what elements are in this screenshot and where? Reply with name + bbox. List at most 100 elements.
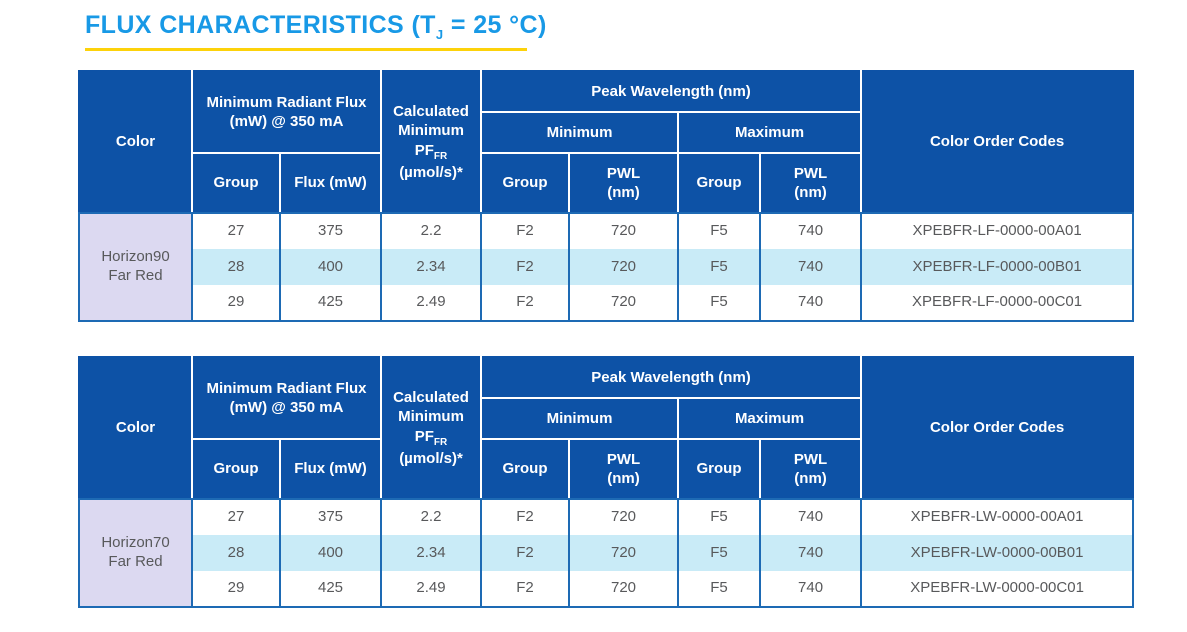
col-header-peak-wavelength: Peak Wavelength (nm) [480, 70, 863, 113]
col-header-max-pwl: PWL (nm) [759, 438, 863, 500]
pwl-label: PWL [793, 164, 828, 182]
page-title-suffix: = 25 °C) [443, 11, 547, 39]
cell-max-pwl: 740 [759, 535, 863, 571]
pwl-label: PWL [606, 450, 641, 468]
calc-line1: Calculated [393, 102, 469, 120]
pf-subscript: FR [433, 150, 448, 162]
title-underline [85, 47, 527, 51]
cell-min-group: F2 [480, 213, 571, 249]
cell-flux-mw: 375 [278, 499, 383, 535]
col-header-color-order-codes: Color Order Codes [860, 356, 1135, 500]
col-header-max-group: Group [677, 438, 762, 500]
cell-calc-pf: 2.49 [380, 571, 483, 608]
calc-units: (µmol/s)* [399, 449, 463, 467]
cell-min-group: F2 [480, 499, 571, 535]
col-header-calc-min-pf: Calculated Minimum PFFR (µmol/s)* [380, 356, 483, 500]
calc-line2: Minimum [398, 408, 464, 426]
col-header-flux-mw: Flux (mW) [278, 152, 383, 214]
page-title-block: FLUX CHARACTERISTICS (TJ = 25 °C) [85, 10, 547, 51]
col-header-flux-group: Group [191, 438, 281, 500]
col-header-flux-group: Group [191, 152, 281, 214]
cell-min-group: F2 [480, 535, 571, 571]
col-header-min-radiant-flux: Minimum Radiant Flux (mW) @ 350 mA [190, 356, 383, 440]
pwl-label: PWL [606, 164, 641, 182]
cell-flux-group: 27 [191, 499, 281, 535]
cell-calc-pf: 2.49 [380, 285, 483, 322]
table-row-highlighted: 28 400 2.34 F2 720 F5 740 XPEBFR-LW-0000… [79, 535, 1135, 571]
cell-max-group: F5 [677, 285, 762, 322]
pwl-unit-label: (nm) [794, 470, 827, 487]
cell-min-pwl: 720 [568, 499, 680, 535]
calc-pf-line: PFFR [386, 141, 476, 163]
cell-min-pwl: 720 [568, 285, 680, 322]
cell-min-group: F2 [480, 285, 571, 322]
cell-flux-mw: 400 [278, 249, 383, 285]
calc-pf-line: PFFR [386, 427, 476, 449]
cell-order-code: XPEBFR-LW-0000-00B01 [860, 535, 1135, 571]
cell-color-name: Horizon90 Far Red [78, 213, 193, 322]
pwl-label: PWL [793, 450, 828, 468]
col-header-peak-wavelength: Peak Wavelength (nm) [480, 356, 863, 399]
cell-flux-mw: 375 [278, 213, 383, 249]
col-header-pwl-minimum: Minimum [480, 397, 680, 440]
table-row: Horizon90 Far Red 27 375 2.2 F2 720 F5 74… [78, 213, 1135, 322]
cell-min-pwl: 720 [568, 571, 680, 608]
cell-max-pwl: 740 [759, 213, 863, 249]
cell-order-code: XPEBFR-LF-0000-00C01 [860, 285, 1135, 322]
cell-flux-mw: 425 [278, 285, 383, 322]
cell-flux-mw: 425 [278, 571, 383, 608]
col-header-color: Color [78, 70, 193, 214]
color-name-line2: Far Red [108, 267, 163, 284]
cell-order-code: XPEBFR-LW-0000-00A01 [860, 499, 1135, 535]
cell-max-group: F5 [677, 249, 762, 285]
col-header-max-pwl: PWL (nm) [759, 152, 863, 214]
cell-flux-group: 29 [191, 285, 281, 322]
table-row: 29 425 2.49 F2 720 F5 740 XPEBFR-LW-0000… [79, 571, 1135, 608]
table-row-highlighted: 28 400 2.34 F2 720 F5 740 XPEBFR-LF-0000… [79, 249, 1135, 285]
cell-max-pwl: 740 [759, 285, 863, 322]
pwl-unit-label: (nm) [607, 184, 640, 201]
cell-min-pwl: 720 [568, 535, 680, 571]
calc-line1: Calculated [393, 388, 469, 406]
pf-subscript: FR [433, 436, 448, 448]
flux-table-horizon70: Color Minimum Radiant Flux (mW) @ 350 mA… [78, 356, 1135, 608]
cell-calc-pf: 2.2 [380, 213, 483, 249]
table-row: Horizon70 Far Red 27 375 2.2 F2 720 F5 74… [78, 499, 1135, 608]
cell-calc-pf: 2.34 [380, 249, 483, 285]
col-header-min-radiant-flux: Minimum Radiant Flux (mW) @ 350 mA [190, 70, 383, 154]
col-header-color: Color [78, 356, 193, 500]
page-title: FLUX CHARACTERISTICS (TJ = 25 °C) [85, 10, 547, 43]
cell-min-pwl: 720 [568, 249, 680, 285]
cell-min-pwl: 720 [568, 213, 680, 249]
cell-order-code: XPEBFR-LF-0000-00A01 [860, 213, 1135, 249]
calc-line2: Minimum [398, 122, 464, 140]
table-row: 29 425 2.49 F2 720 F5 740 XPEBFR-LF-0000… [79, 285, 1135, 322]
page-title-text: FLUX CHARACTERISTICS (T [85, 11, 436, 39]
cell-min-group: F2 [480, 571, 571, 608]
col-header-calc-min-pf: Calculated Minimum PFFR (µmol/s)* [380, 70, 483, 214]
cell-max-group: F5 [677, 213, 762, 249]
color-name-line2: Far Red [108, 553, 163, 570]
cell-order-code: XPEBFR-LF-0000-00B01 [860, 249, 1135, 285]
col-header-color-order-codes: Color Order Codes [860, 70, 1135, 214]
flux-table-horizon90: Color Minimum Radiant Flux (mW) @ 350 mA… [78, 70, 1135, 322]
cell-color-name: Horizon70 Far Red [78, 499, 193, 608]
cell-flux-group: 28 [191, 535, 281, 571]
cell-max-group: F5 [677, 535, 762, 571]
pf-label: PF [414, 141, 434, 159]
cell-max-pwl: 740 [759, 499, 863, 535]
cell-order-code: XPEBFR-LW-0000-00C01 [860, 571, 1135, 608]
cell-max-pwl: 740 [759, 249, 863, 285]
col-header-pwl-maximum: Maximum [677, 397, 863, 440]
cell-flux-group: 27 [191, 213, 281, 249]
cell-max-group: F5 [677, 571, 762, 608]
calc-units: (µmol/s)* [399, 163, 463, 181]
cell-min-group: F2 [480, 249, 571, 285]
cell-flux-group: 29 [191, 571, 281, 608]
cell-flux-mw: 400 [278, 535, 383, 571]
cell-max-pwl: 740 [759, 571, 863, 608]
color-name-line1: Horizon90 [101, 248, 170, 266]
col-header-min-group: Group [480, 152, 571, 214]
cell-calc-pf: 2.34 [380, 535, 483, 571]
cell-flux-group: 28 [191, 249, 281, 285]
